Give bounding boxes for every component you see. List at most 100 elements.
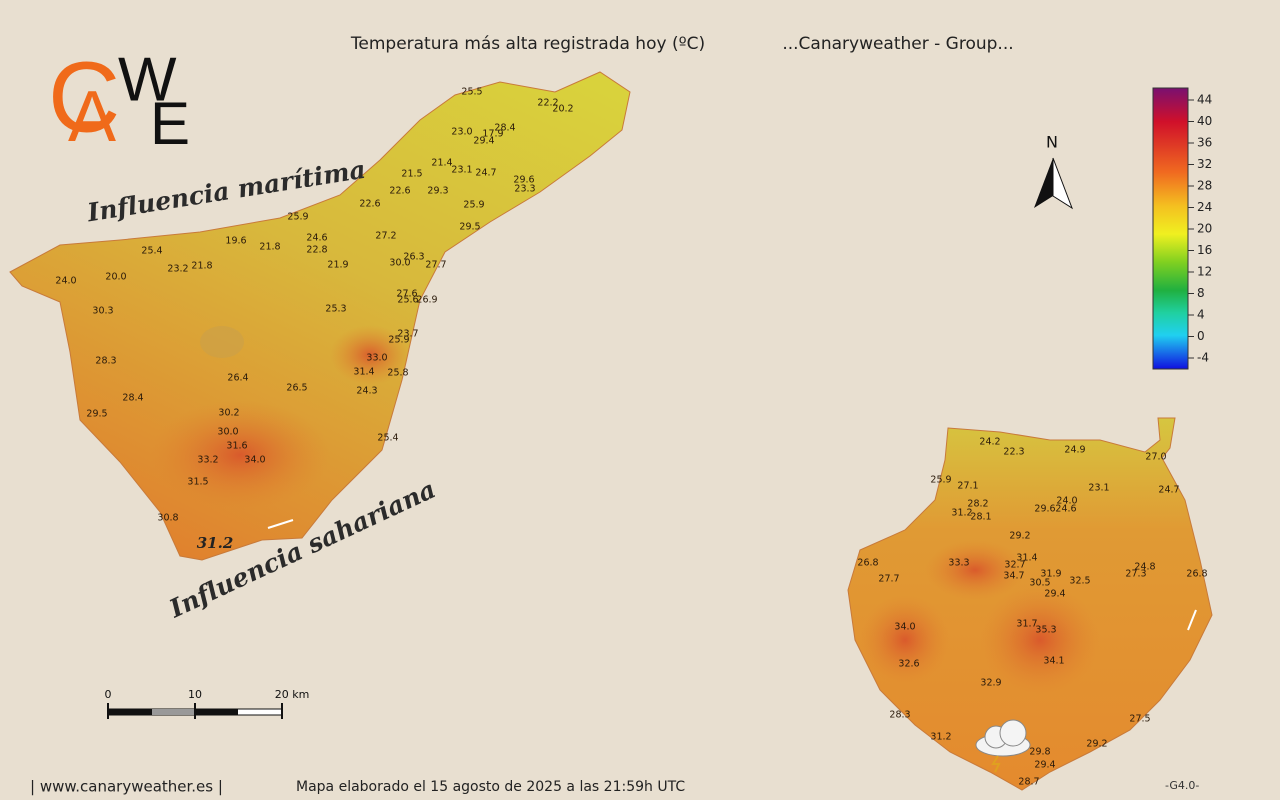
reading: 23.3 xyxy=(514,184,535,195)
reading: 24.0 xyxy=(1056,496,1077,507)
reading: 27.1 xyxy=(957,481,978,492)
reading: 24.8 xyxy=(1134,562,1155,573)
reading: 33.2 xyxy=(197,455,218,466)
reading: 32.7 xyxy=(1004,560,1025,571)
legend-label: 16 xyxy=(1197,243,1212,257)
legend-label: 0 xyxy=(1197,329,1205,343)
reading: 23.1 xyxy=(1088,483,1109,494)
gran-canaria-readings: 24.222.3 24.9 27.0 25.9 27.1 23.1 24.7 28.2 24.0… xyxy=(857,437,1207,788)
reading: 34.1 xyxy=(1043,656,1064,667)
reading: 27.2 xyxy=(375,231,396,242)
legend-label: 12 xyxy=(1197,265,1212,279)
north-label: N xyxy=(1046,133,1058,152)
heat-zone xyxy=(860,595,950,685)
tenerife-readings: 25.522.220.223.0 28.417.929.421.423.1 24.7… xyxy=(55,87,573,524)
legend-label: 8 xyxy=(1197,286,1205,300)
reading: 28.4 xyxy=(122,393,143,404)
reading: 29.4 xyxy=(1034,760,1055,771)
reading: 28.7 xyxy=(1018,777,1039,788)
reading: 34.7 xyxy=(1003,571,1024,582)
reading: 17.9 xyxy=(482,129,503,140)
reading: 25.9 xyxy=(930,475,951,486)
reading: 28.3 xyxy=(95,356,116,367)
reading: 27.6 xyxy=(396,289,417,300)
reading: 31.2 xyxy=(951,508,972,519)
reading: 28.1 xyxy=(970,512,991,523)
reading: 25.9 xyxy=(287,212,308,223)
legend-bar xyxy=(1152,87,1189,370)
reading: 28.2 xyxy=(967,499,988,510)
highlight-reading: 31.2 xyxy=(197,534,234,552)
group: ...Canaryweather - Group... xyxy=(782,34,1013,54)
reading: 27.3 xyxy=(1125,569,1146,580)
road xyxy=(1187,609,1197,631)
legend-label: 4 xyxy=(1197,308,1205,322)
reading: 21.9 xyxy=(327,260,348,271)
reading: 29.2 xyxy=(1086,739,1107,750)
reading: 21.5 xyxy=(401,169,422,180)
reading: 20.2 xyxy=(552,104,573,115)
scale-bar: 0 10 20 km xyxy=(105,688,310,719)
reading: 22.6 xyxy=(389,186,410,197)
reading: 27.7 xyxy=(425,260,446,271)
reading: 29.4 xyxy=(473,136,494,147)
north-arrow: N xyxy=(1034,133,1073,210)
footer-site: | www.canaryweather.es | xyxy=(30,778,223,796)
footer-made: Mapa elaborado el 15 agosto de 2025 a la… xyxy=(296,779,685,795)
reading: 23.2 xyxy=(167,264,188,275)
reading: 24.7 xyxy=(1158,485,1179,496)
reading: 33.0 xyxy=(366,353,387,364)
reading: 34.0 xyxy=(244,455,265,466)
reading: 25.5 xyxy=(461,87,482,98)
weather-icon xyxy=(975,719,1031,773)
teide xyxy=(200,326,244,358)
reading: 32.5 xyxy=(1069,576,1090,587)
reading: 27.5 xyxy=(1129,714,1150,725)
reading: 29.5 xyxy=(459,222,480,233)
reading: 27.0 xyxy=(1145,452,1166,463)
heat-zone xyxy=(925,540,1025,600)
heat-zone xyxy=(980,585,1100,695)
reading: 29.6 xyxy=(1034,504,1055,515)
reading: 31.4 xyxy=(1016,553,1037,564)
reading: 24.0 xyxy=(55,276,76,287)
reading: 29.3 xyxy=(427,186,448,197)
reading: 25.4 xyxy=(141,246,162,257)
reading: 31.5 xyxy=(187,477,208,488)
logo-letter: C xyxy=(48,41,120,153)
reading: 19.6 xyxy=(225,236,246,247)
legend-label: 44 xyxy=(1197,93,1212,107)
reading: 22.3 xyxy=(1003,447,1024,458)
logo: C A W E xyxy=(48,41,190,157)
footer-version: -G4.0- xyxy=(1165,779,1199,792)
road xyxy=(267,519,294,529)
reading: 24.9 xyxy=(1064,445,1085,456)
reading: 23.1 xyxy=(451,165,472,176)
reading: 29.2 xyxy=(1009,531,1030,542)
reading: 21.8 xyxy=(259,242,280,253)
reading: 26.4 xyxy=(227,373,248,384)
legend-label: 32 xyxy=(1197,157,1212,171)
logo-letter: E xyxy=(150,90,190,157)
reading: 24.2 xyxy=(979,437,1000,448)
reading: 31.6 xyxy=(226,441,247,452)
reading: 26.8 xyxy=(1186,569,1207,580)
reading: 31.2 xyxy=(930,732,951,743)
reading: 35.3 xyxy=(1035,625,1056,636)
heat-zone xyxy=(330,325,410,385)
scale-label: 20 km xyxy=(275,688,310,701)
reading: 21.8 xyxy=(191,261,212,272)
reading: 24.6 xyxy=(1055,504,1076,515)
reading: 30.2 xyxy=(218,408,239,419)
reading: 27.7 xyxy=(878,574,899,585)
reading: 25.3 xyxy=(325,304,346,315)
reading: 25.4 xyxy=(377,433,398,444)
reading: 24.7 xyxy=(475,168,496,179)
heat-zone xyxy=(150,400,330,510)
reading: 21.4 xyxy=(431,158,452,169)
reading: 25.9 xyxy=(463,200,484,211)
reading: 31.4 xyxy=(353,367,374,378)
reading: 34.0 xyxy=(894,622,915,633)
